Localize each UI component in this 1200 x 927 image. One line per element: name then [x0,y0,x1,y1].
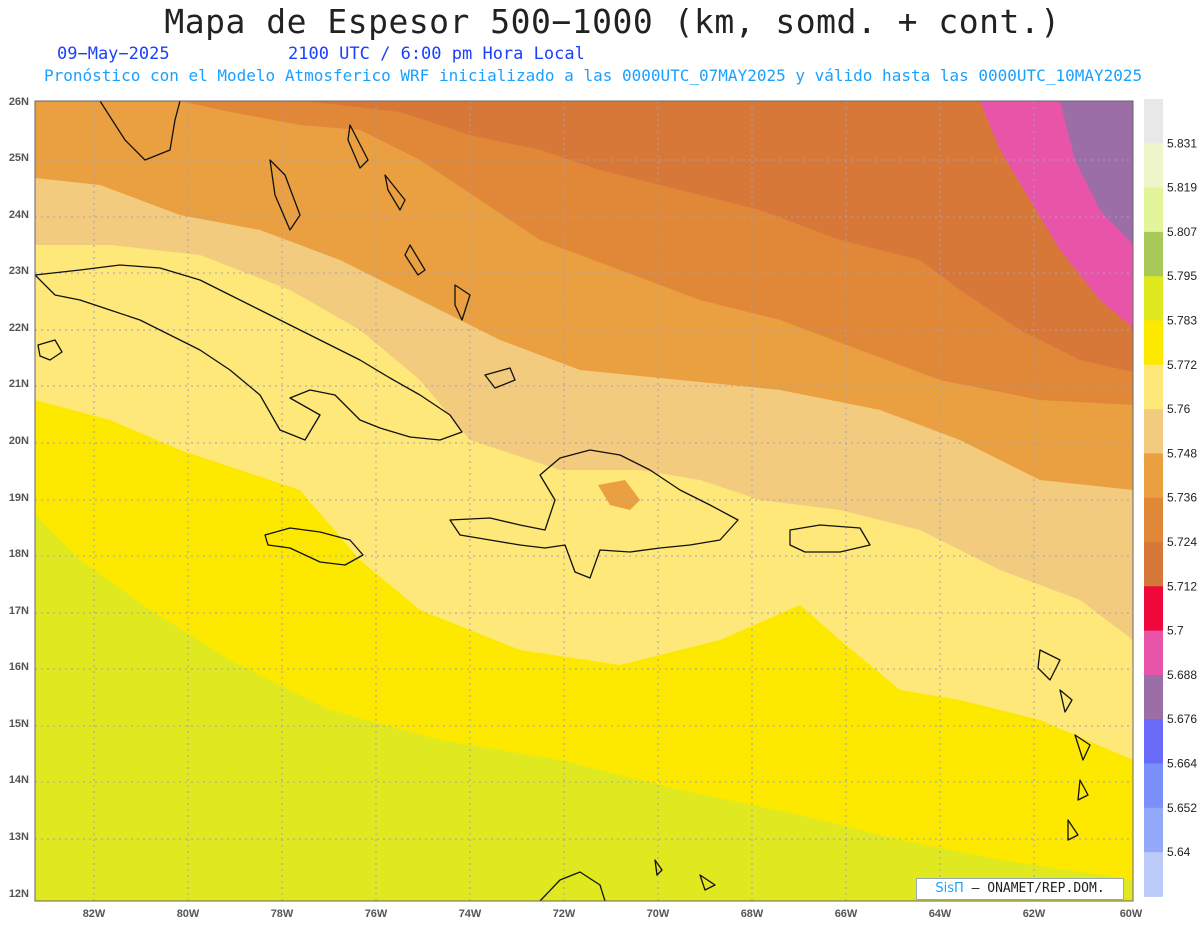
lesser-antilles-coast-2 [1059,689,1073,713]
lesser-antilles-coast-5 [1067,819,1079,841]
legend-swatch [1144,187,1163,233]
legend-label: 5.64 [1167,845,1191,859]
bahamas-coast-3 [404,244,426,276]
legend-swatch [1144,674,1163,720]
legend-label: 5.76 [1167,402,1191,416]
legend-swatch [1144,586,1163,632]
isla-juventud-coast [37,339,63,361]
lat-tick-label: 13N [9,831,29,843]
map-title: Mapa de Espesor 500−1000 (km, somd. + co… [164,2,1061,41]
warm-patch-cuba [265,360,360,425]
lesser-antilles-coast-4 [1077,779,1089,801]
bahamas-coast-2 [384,174,406,211]
lat-tick-label: 24N [9,209,29,221]
lat-tick-label: 23N [9,265,29,277]
forecast-date: 09−May−2025 [57,44,170,64]
legend-swatch [1144,542,1163,587]
jamaica-coast [264,527,364,566]
credit-box: SisΠ – ONAMET/REP.DOM. [916,878,1124,900]
legend-swatch [1144,763,1163,809]
legend-label: 5.736 [1167,491,1197,505]
lat-tick-label: 20N [9,435,29,447]
lat-tick-label: 14N [9,774,29,786]
legend-swatch [1144,143,1163,189]
legend-label: 5.676 [1167,712,1197,726]
lat-tick-label: 21N [9,378,29,390]
credit-text: – ONAMET/REP.DOM. [971,881,1105,896]
lon-tick-label: 70W [647,908,670,920]
credit-logo: SisΠ [935,881,964,896]
legend-label: 5.795 [1167,269,1197,283]
legend-label: 5.724 [1167,535,1197,549]
lon-tick-label: 72W [553,908,576,920]
lat-tick-label: 18N [9,548,29,560]
lon-tick-label: 80W [177,908,200,920]
legend-swatch [1144,276,1163,321]
legend-label: 5.783 [1167,314,1197,328]
legend-swatch [1144,852,1163,897]
forecast-description: Pronóstico con el Modelo Atmosferico WRF… [44,66,1143,85]
lat-tick-label: 19N [9,492,29,504]
lesser-antilles-coast-3 [1074,734,1091,761]
lon-tick-label: 66W [835,908,858,920]
legend-label: 5.652 [1167,801,1197,815]
legend-label: 5.688 [1167,668,1197,682]
bahamas-coast-1 [347,124,369,169]
legend-swatch [1144,807,1163,853]
lat-tick-label: 22N [9,322,29,334]
lon-tick-label: 76W [365,908,388,920]
legend-swatch [1144,99,1163,144]
contour-band-5.676 [1060,101,1133,245]
forecast-time: 2100 UTC / 6:00 pm Hora Local [288,44,585,64]
legend-swatch [1144,409,1163,454]
legend-swatch [1144,320,1163,366]
plot-frame [34,100,1134,902]
lon-tick-label: 64W [929,908,952,920]
legend-swatch [1144,231,1163,277]
lat-tick-label: 16N [9,661,29,673]
bahamas-coast-5 [484,367,516,389]
legend-label: 5.807 [1167,225,1197,239]
curacao-coast [699,874,716,891]
warm-patch-hispaniola [598,480,640,510]
legend-label: 5.819 [1167,181,1197,195]
legend-label: 5.772 [1167,358,1197,372]
south-america-coast [539,871,606,901]
legend-swatch [1144,630,1163,676]
legend-label: 5.712 [1167,579,1197,593]
lon-tick-label: 82W [83,908,106,920]
legend-swatch [1144,364,1163,410]
lat-tick-label: 12N [9,888,29,900]
cuba-coast [35,264,463,441]
lon-tick-label: 60W [1120,908,1143,920]
puerto-rico-coast [789,524,871,553]
lon-tick-label: 62W [1023,908,1046,920]
florida-coast [99,101,181,161]
lat-tick-label: 17N [9,605,29,617]
lon-tick-label: 68W [741,908,764,920]
gridlines [35,101,1133,901]
legend-swatch [1144,453,1163,499]
coastlines [35,101,1091,901]
lat-tick-label: 25N [9,152,29,164]
lesser-antilles-coast-1 [1037,649,1061,681]
legend-label: 5.664 [1167,757,1197,771]
aruba-coast [654,859,663,876]
lon-tick-label: 78W [271,908,294,920]
hispaniola-coast [449,449,739,579]
legend-label: 5.831 [1167,136,1197,150]
lat-tick-label: 26N [9,96,29,108]
lat-tick-label: 15N [9,718,29,730]
legend-label: 5.748 [1167,446,1197,460]
andros-coast [269,159,301,231]
bahamas-coast-4 [454,284,471,321]
legend-label: 5.7 [1167,624,1184,638]
contour-band-5.712 [305,101,1133,372]
legend-swatch [1144,497,1163,543]
lon-tick-label: 74W [459,908,482,920]
legend-swatch [1144,719,1163,764]
